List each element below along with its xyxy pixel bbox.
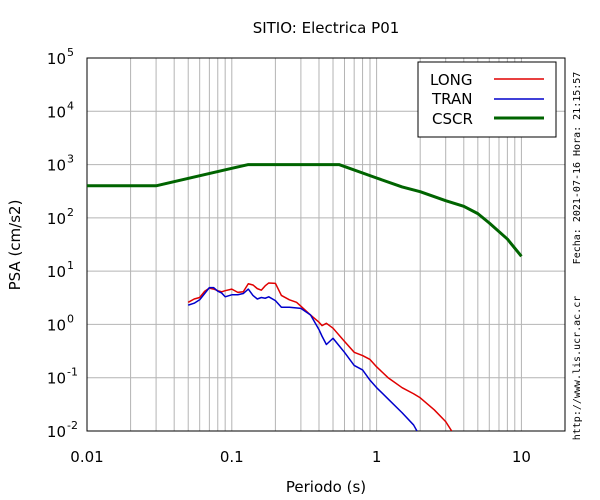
x-tick-label: 0.1 — [220, 448, 244, 466]
y-tick-exponent: 2 — [67, 206, 74, 219]
y-tick-exponent: 1 — [67, 259, 74, 272]
y-tick-label: 10 — [47, 50, 66, 68]
y-tick-exponent: 4 — [67, 99, 74, 112]
grid-layer — [86, 57, 566, 432]
y-tick-exponent: -1 — [67, 366, 78, 379]
x-tick-label: 0.01 — [70, 448, 103, 466]
y-tick-label: 10 — [47, 316, 66, 334]
series-line-tran — [187, 286, 418, 431]
y-tick-label: 10 — [47, 263, 66, 281]
y-tick-exponent: -2 — [67, 419, 78, 432]
series-layer — [87, 163, 523, 431]
legend-label-tran: TRAN — [431, 90, 472, 108]
series-line-cscr — [87, 163, 523, 258]
x-axis-label: Periodo (s) — [286, 478, 366, 496]
y-axis-label: PSA (cm/s2) — [6, 200, 24, 291]
chart-title: SITIO: Electrica P01 — [253, 19, 400, 37]
series-line-long — [187, 282, 453, 431]
y-tick-label: 10 — [47, 103, 66, 121]
legend-label-cscr: CSCR — [432, 110, 473, 128]
date-time-note: Fecha: 2021-07-16 Hora: 21:15:57 — [572, 72, 583, 265]
plot-frame — [86, 57, 566, 432]
y-tick-exponent: 5 — [67, 46, 74, 59]
x-tick-label: 10 — [512, 448, 531, 466]
y-tick-label: 10 — [47, 370, 66, 388]
x-tick-labels: 0.01 0.1 1 10 — [70, 448, 531, 466]
y-tick-exponent: 0 — [67, 312, 74, 325]
chart-legend: LONG TRAN CSCR — [417, 61, 557, 138]
y-tick-exponent: 3 — [67, 153, 74, 166]
y-tick-label: 10 — [47, 157, 66, 175]
legend-label-long: LONG — [430, 71, 472, 89]
y-tick-label: 10 — [47, 210, 66, 228]
url-note: http://www.lis.ucr.ac.cr — [572, 296, 583, 441]
x-tick-label: 1 — [372, 448, 382, 466]
y-tick-label: 10 — [47, 423, 66, 441]
